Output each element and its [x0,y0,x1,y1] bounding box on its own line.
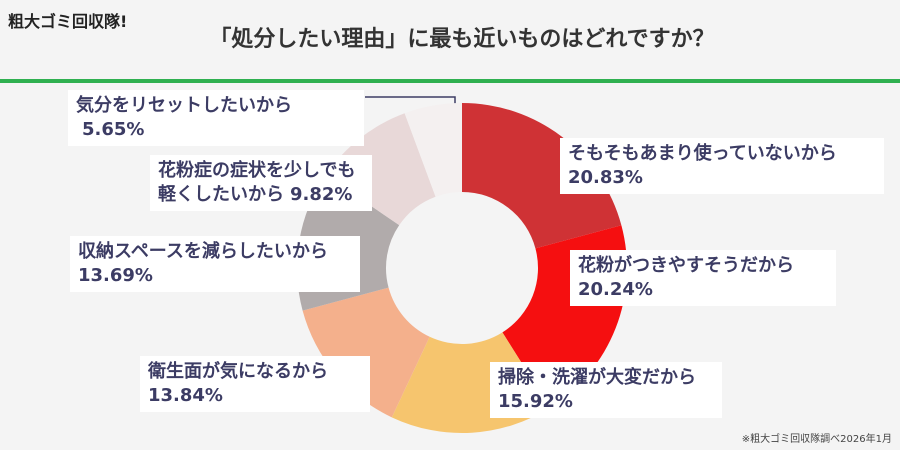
brand: 粗大ゴミ回収隊! [8,12,127,31]
slice-label: 気分をリセットしたいから 5.65% [68,90,364,146]
value-label: 9.82% [290,184,353,205]
donut-slice [404,103,462,197]
value-label: 15.92% [498,391,573,412]
slice-label: 花粉症の症状を少しでも軽くしたいから 9.82% [150,155,372,211]
chart-title: 「処分したい理由」に最も近いものはどれですか？ [209,26,714,52]
category-label: 収納スペースを減らしたいから [78,241,328,262]
value-label: 13.69% [78,265,153,286]
donut-slice [462,103,622,249]
category-label: 気分をリセットしたいから [76,95,292,116]
slice-label: そもそもあまり使っていないから 20.83% [560,138,884,194]
value-label: 5.65% [82,119,145,140]
slice-label: 花粉がつきやすそうだから 20.24% [570,250,836,306]
footnote: ※粗大ゴミ回収隊調べ2026年1月 [742,432,892,445]
donut-slice [325,113,436,226]
category-label: 花粉症の症状を少しでも軽くしたいから [158,160,356,205]
value-label: 13.84% [148,385,223,406]
category-label: そもそもあまり使っていないから [568,143,837,164]
category-label: 衛生面が気になるから [148,361,328,382]
slice-label: 収納スペースを減らしたいから 13.69% [70,236,360,292]
donut-slice [302,287,430,418]
category-label: 花粉がつきやすそうだから [578,255,794,276]
slice-label: 衛生面が気になるから 13.84% [140,356,370,412]
slice-label: 掃除・洗濯が大変だから 15.92% [490,362,722,418]
category-label: 掃除・洗濯が大変だから [498,367,696,388]
value-label: 20.24% [578,279,653,300]
value-label: 20.83% [568,167,643,188]
